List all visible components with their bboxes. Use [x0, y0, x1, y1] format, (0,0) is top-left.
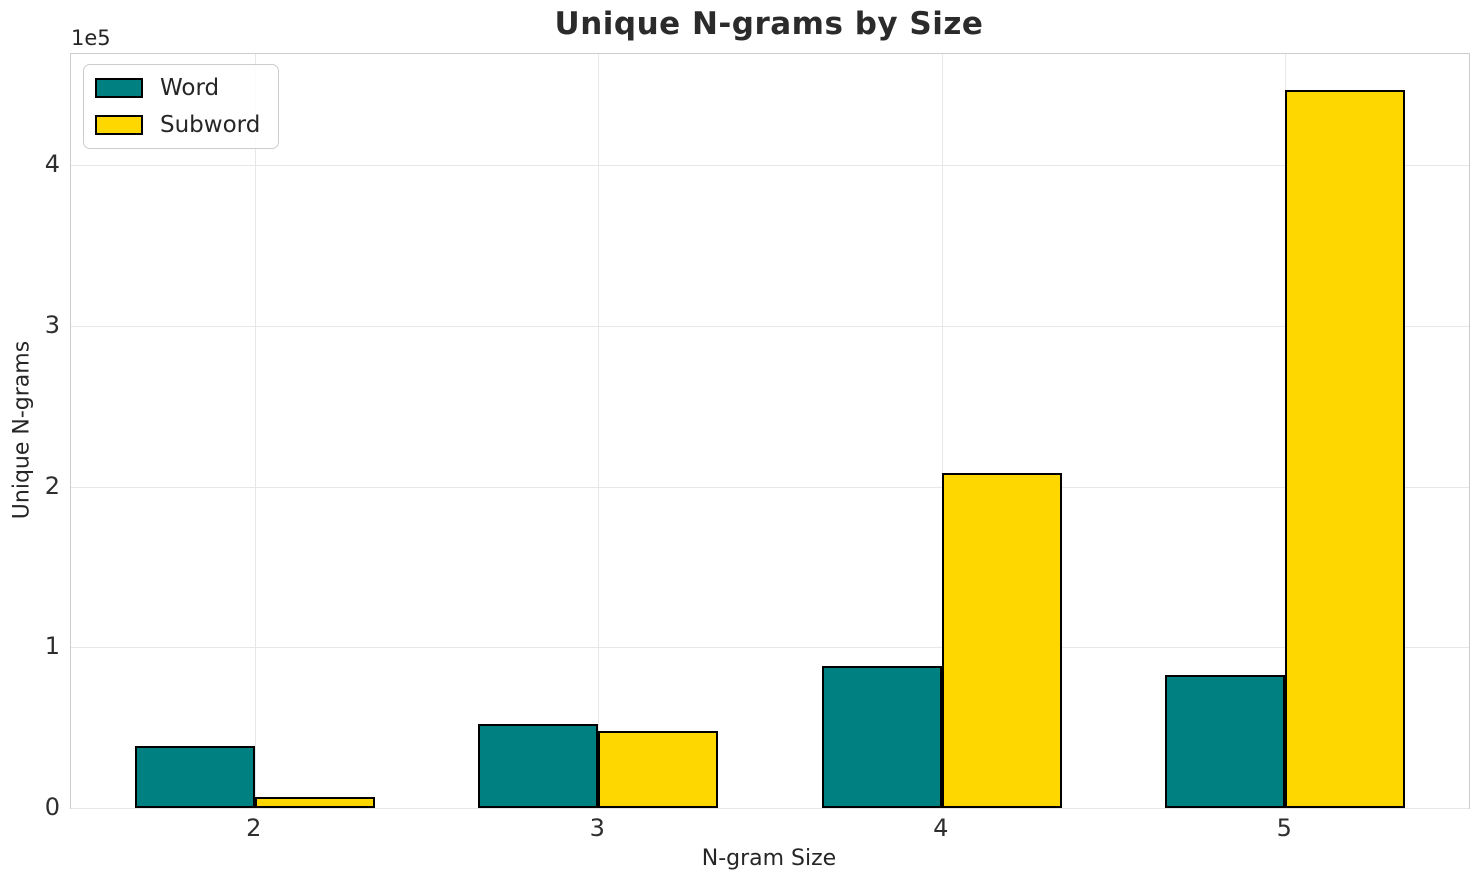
- x-tick-label: 4: [933, 814, 949, 842]
- bar-subword-ngram-4: [941, 473, 1062, 808]
- bar-word-ngram-2: [134, 746, 255, 808]
- y-gridline: [71, 647, 1469, 649]
- subword-series-swatch-icon: [95, 115, 143, 135]
- x-tick-label: 2: [246, 814, 262, 842]
- y-gridline: [71, 165, 1469, 167]
- y-tick-label: 1: [44, 632, 60, 661]
- legend-item-subword: Subword: [95, 112, 260, 138]
- y-tick-label: 3: [44, 311, 60, 340]
- x-tick-label: 5: [1276, 814, 1292, 842]
- x-gridline: [598, 54, 600, 808]
- bar-word-ngram-3: [478, 723, 599, 808]
- legend-label-word: Word: [160, 75, 220, 101]
- x-gridline: [254, 54, 256, 808]
- x-axis-label: N-gram Size: [701, 846, 837, 871]
- legend-label-subword: Subword: [160, 112, 261, 138]
- y-axis-offset-label: 1e5: [71, 26, 111, 50]
- y-tick-label: 0: [44, 793, 60, 821]
- bar-subword-ngram-5: [1285, 89, 1406, 808]
- chart-title: Unique N-grams by Size: [554, 6, 984, 42]
- bar-subword-ngram-2: [254, 796, 375, 808]
- legend: Word Subword: [83, 64, 280, 149]
- y-tick-label: 4: [44, 150, 60, 179]
- y-tick-label: 2: [44, 471, 60, 500]
- y-gridline: [71, 326, 1469, 328]
- word-series-swatch-icon: [95, 78, 143, 98]
- plot-area: Word Subword: [70, 53, 1470, 809]
- legend-item-word: Word: [95, 75, 260, 101]
- bar-word-ngram-5: [1165, 674, 1286, 808]
- y-gridline: [71, 808, 1469, 809]
- bar-word-ngram-4: [821, 665, 942, 808]
- x-gridline: [941, 54, 943, 808]
- x-tick-label: 3: [589, 814, 605, 842]
- bar-subword-ngram-3: [598, 730, 719, 808]
- y-gridline: [71, 486, 1469, 488]
